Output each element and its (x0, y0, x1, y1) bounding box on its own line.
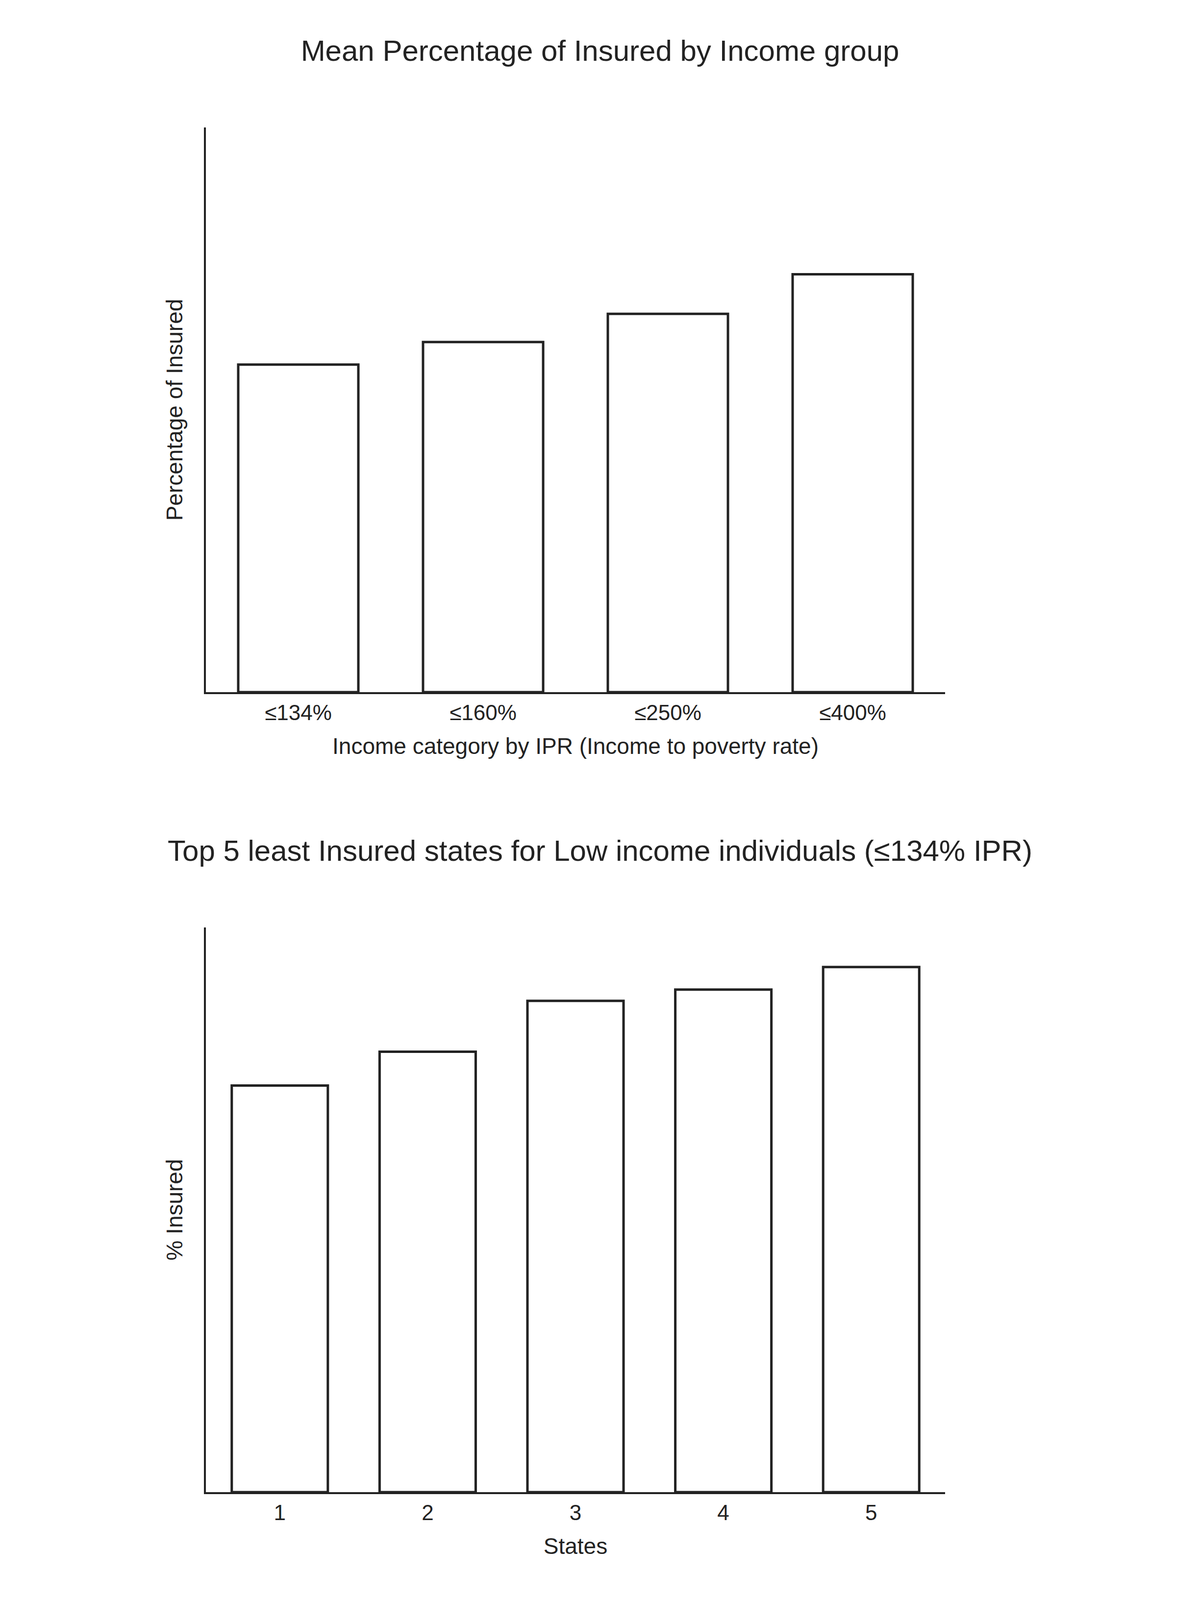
svg-text:Percentage of Insured: Percentage of Insured (161, 299, 188, 522)
svg-text:≤134%: ≤134% (264, 700, 332, 725)
svg-text:3: 3 (569, 1500, 582, 1525)
svg-text:1: 1 (274, 1500, 286, 1525)
svg-text:5: 5 (865, 1500, 877, 1525)
svg-text:Income category by IPR (Income: Income category by IPR (Income to povert… (332, 733, 819, 759)
svg-text:% Insured: % Insured (161, 1158, 188, 1261)
svg-text:Top 5 least Insured states for: Top 5 least Insured states for Low incom… (167, 834, 1033, 868)
svg-text:4: 4 (717, 1500, 729, 1525)
svg-text:States: States (543, 1533, 608, 1559)
svg-text:2: 2 (421, 1500, 434, 1525)
svg-text:Mean Percentage of Insured by: Mean Percentage of Insured by Income gro… (300, 34, 900, 68)
svg-text:≤250%: ≤250% (634, 700, 702, 725)
svg-text:≤160%: ≤160% (449, 700, 517, 725)
svg-text:≤400%: ≤400% (819, 700, 887, 725)
